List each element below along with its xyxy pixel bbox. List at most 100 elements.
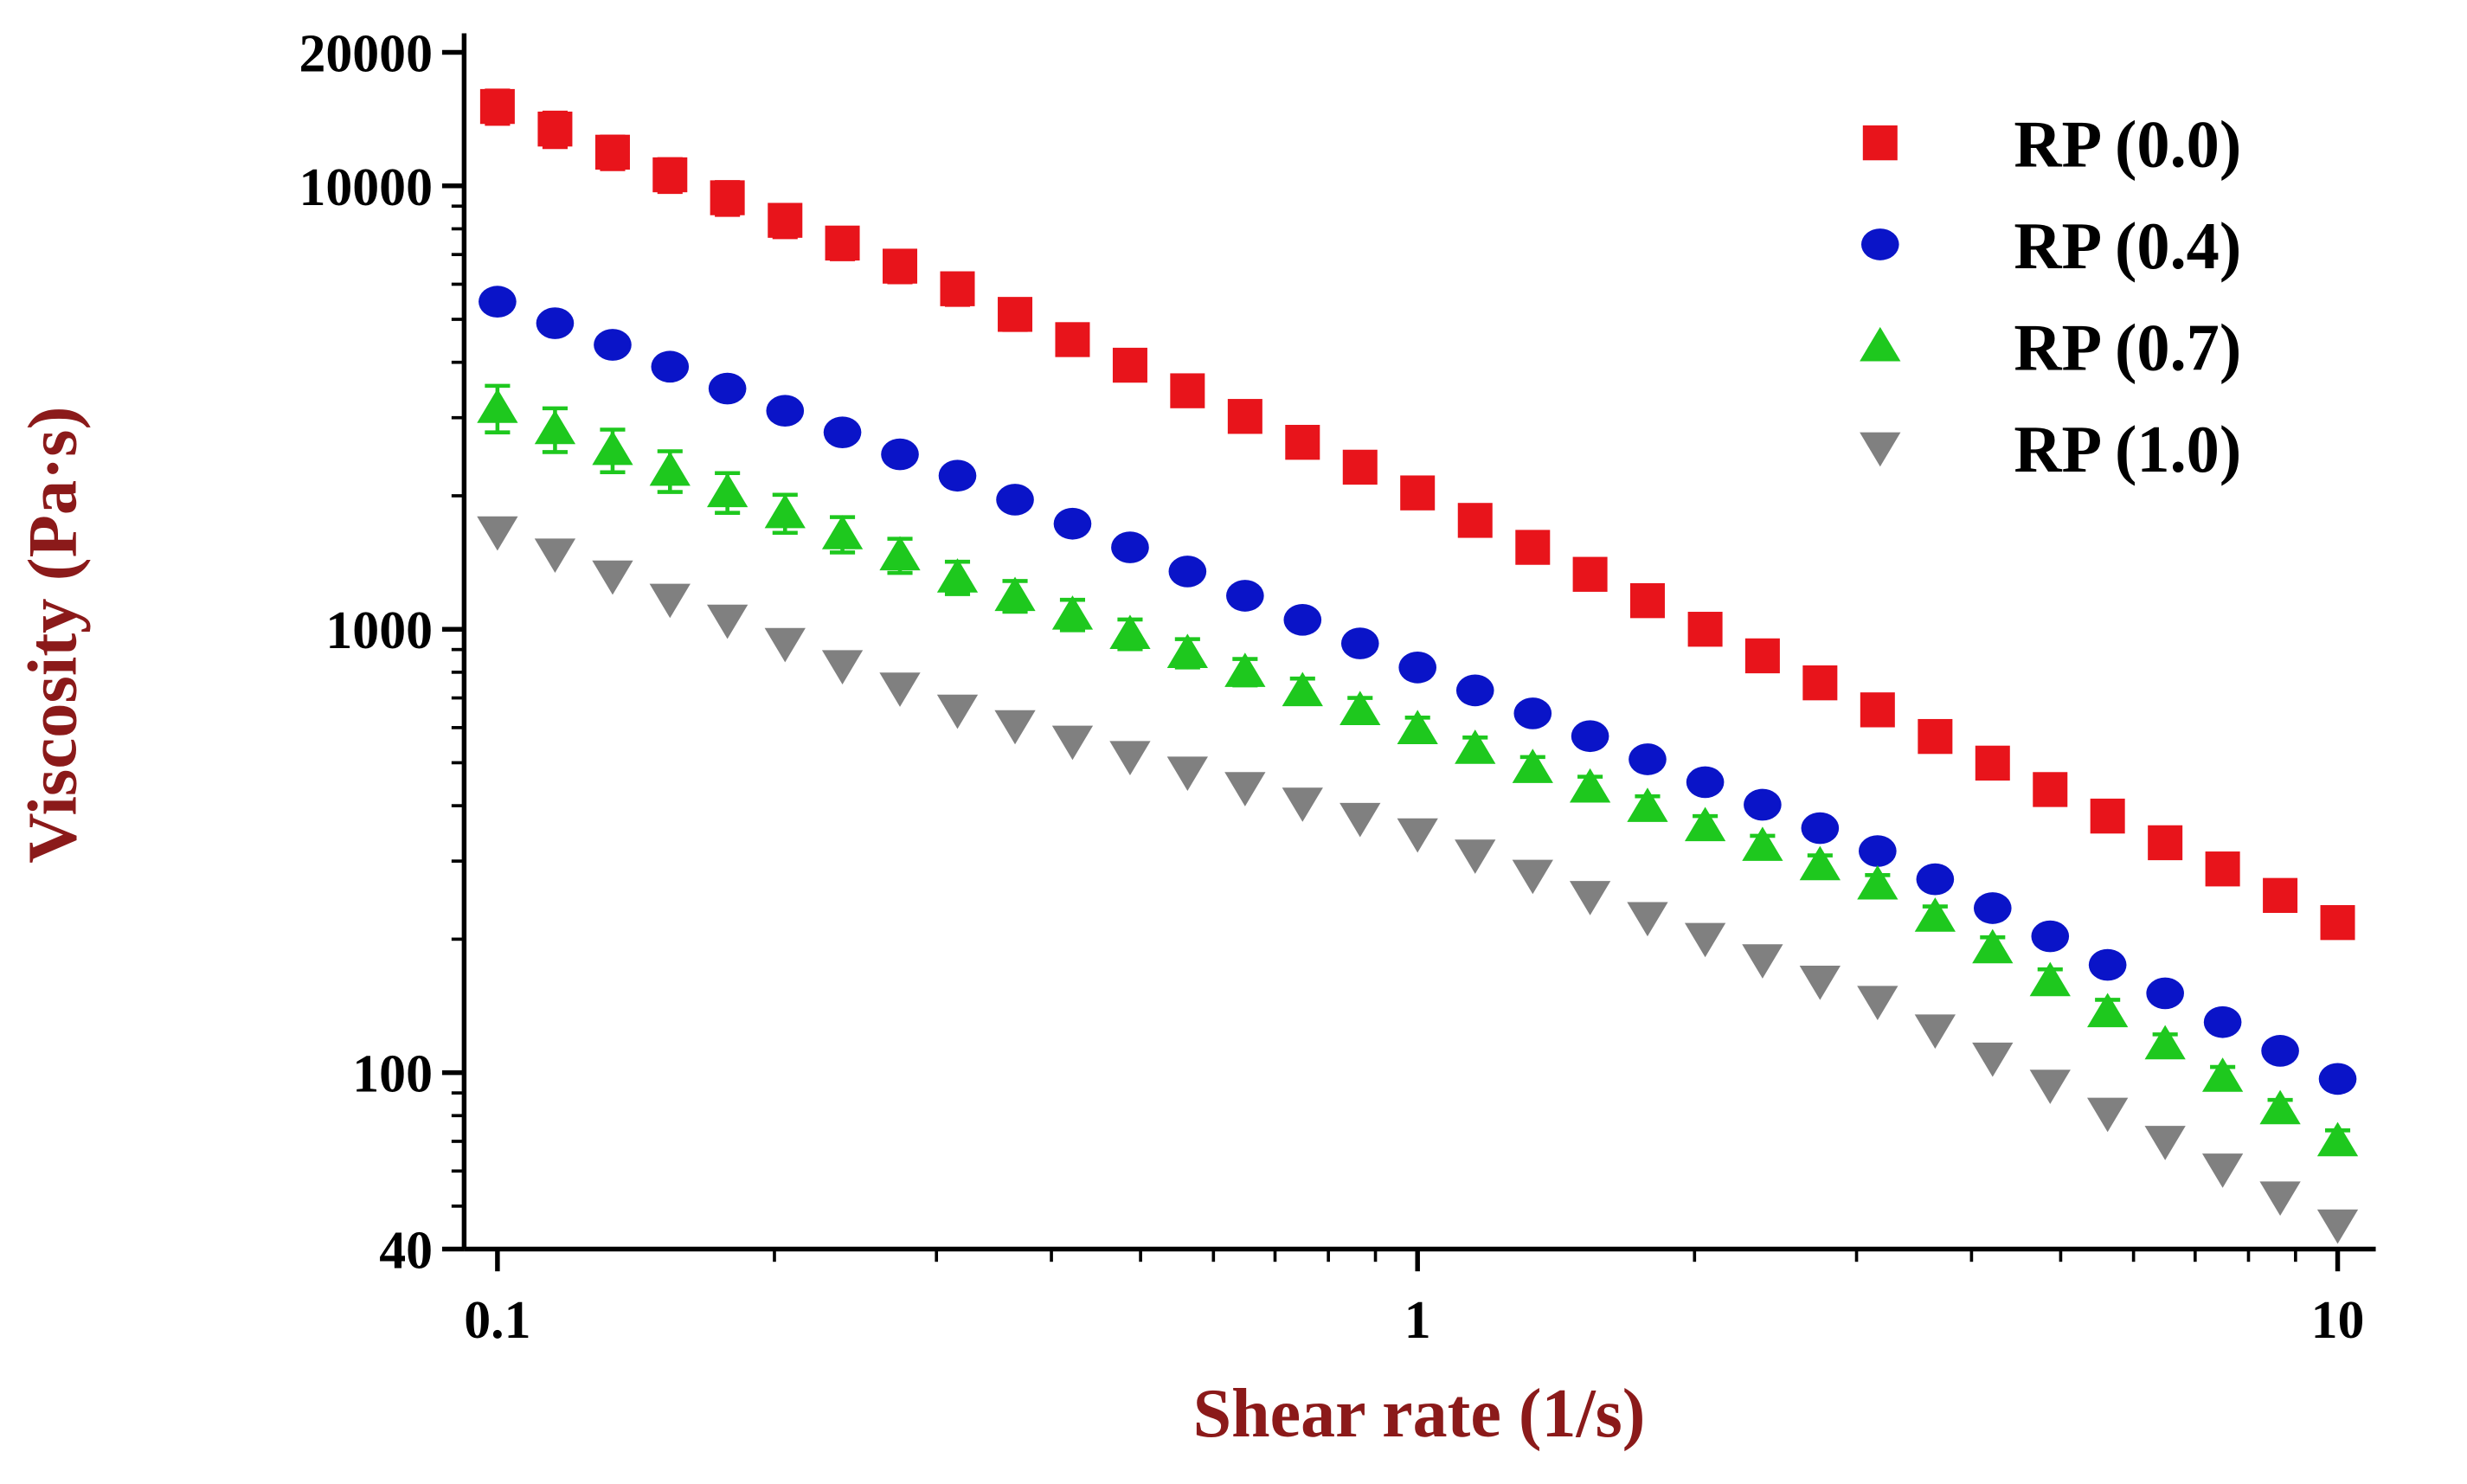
data-point	[764, 493, 806, 529]
data-point	[2144, 1126, 2186, 1160]
data-point	[1285, 424, 1320, 460]
y-tick-label: 10000	[299, 158, 433, 217]
legend-label: RP (1.0)	[2014, 412, 2241, 485]
data-point	[2205, 851, 2240, 887]
data-point	[2087, 1097, 2129, 1133]
data-point	[821, 650, 864, 684]
data-point	[477, 389, 518, 423]
data-point	[1455, 839, 1496, 874]
data-point	[1742, 826, 1783, 861]
data-point	[2316, 1209, 2359, 1244]
legend-label: RP (0.7)	[2014, 311, 2241, 384]
data-point	[1340, 627, 1379, 659]
data-point	[1397, 710, 1438, 744]
data-point	[479, 286, 517, 318]
data-point	[1744, 788, 1782, 821]
data-point	[1455, 674, 1494, 707]
legend-label: RP (0.0)	[2014, 107, 2241, 181]
data-point	[1282, 787, 1323, 822]
data-point	[710, 180, 745, 215]
data-point	[766, 395, 805, 427]
data-point	[1512, 859, 1553, 895]
data-point	[994, 710, 1036, 745]
data-point	[1799, 845, 1841, 881]
data-point	[707, 604, 748, 639]
data-point	[1799, 966, 1841, 1000]
data-point	[1166, 756, 1208, 791]
data-point	[879, 672, 921, 707]
data-point	[2201, 1153, 2244, 1188]
data-point	[821, 515, 864, 549]
data-point	[2087, 993, 2129, 1028]
data-point	[2318, 1063, 2357, 1095]
data-point	[1226, 580, 1264, 612]
data-point	[1742, 944, 1783, 979]
data-point	[825, 225, 860, 261]
data-point	[2088, 948, 2127, 981]
data-point	[1224, 652, 1266, 687]
data-point	[1860, 692, 1895, 728]
data-point	[994, 576, 1036, 612]
data-point	[708, 372, 747, 405]
data-point	[2031, 920, 2070, 953]
data-point	[936, 558, 979, 593]
data-point	[2259, 1181, 2301, 1217]
data-point	[1914, 897, 1956, 932]
data-point	[1340, 802, 1381, 838]
data-point	[1170, 373, 1205, 408]
data-point	[537, 111, 573, 147]
data-point	[1397, 818, 1438, 853]
data-point	[1627, 787, 1668, 822]
data-point	[1629, 743, 1667, 775]
y-tick-label: 20000	[299, 24, 433, 83]
data-point	[2263, 877, 2298, 913]
data-point	[1916, 863, 1955, 896]
data-point	[649, 583, 691, 619]
data-point	[1227, 399, 1262, 434]
legend-label: RP (0.4)	[2014, 209, 2241, 283]
y-tick-label: 100	[352, 1044, 433, 1103]
x-tick-label: 10	[2311, 1291, 2365, 1350]
data-point	[1684, 806, 1726, 842]
data-point	[1857, 986, 1898, 1020]
data-point	[936, 694, 979, 729]
data-point	[652, 157, 688, 193]
data-point	[1975, 745, 2010, 781]
data-point	[1859, 835, 1897, 867]
data-point	[768, 202, 803, 238]
data-point	[1111, 531, 1149, 563]
data-point	[1224, 772, 1266, 806]
data-point	[2148, 825, 2183, 861]
data-point	[594, 329, 632, 361]
data-point	[1455, 729, 1496, 764]
data-point	[2201, 1057, 2244, 1092]
data-point	[1513, 697, 1552, 729]
data-point	[534, 409, 576, 445]
data-point	[1342, 449, 1378, 485]
data-point	[1572, 556, 1608, 592]
data-point	[1914, 1014, 1956, 1049]
data-point	[1512, 748, 1553, 783]
data-point	[2259, 1089, 2301, 1125]
data-point	[1629, 582, 1665, 619]
data-point	[1569, 881, 1611, 915]
data-point	[2033, 772, 2068, 807]
data-point	[594, 134, 630, 170]
data-point	[2029, 1070, 2071, 1104]
data-point	[2090, 798, 2125, 834]
data-point	[2144, 1025, 2186, 1060]
data-point	[1972, 928, 2014, 964]
data-point	[1400, 475, 1436, 511]
data-point	[651, 350, 690, 383]
data-point	[1686, 766, 1725, 799]
data-point	[592, 560, 633, 595]
data-point	[592, 430, 633, 466]
data-point	[1973, 892, 2012, 924]
data-point	[879, 536, 921, 571]
data-point	[2261, 1035, 2299, 1067]
data-point	[2320, 905, 2355, 941]
data-point	[940, 271, 975, 306]
data-point	[998, 297, 1033, 332]
y-tick-label: 1000	[325, 601, 433, 660]
